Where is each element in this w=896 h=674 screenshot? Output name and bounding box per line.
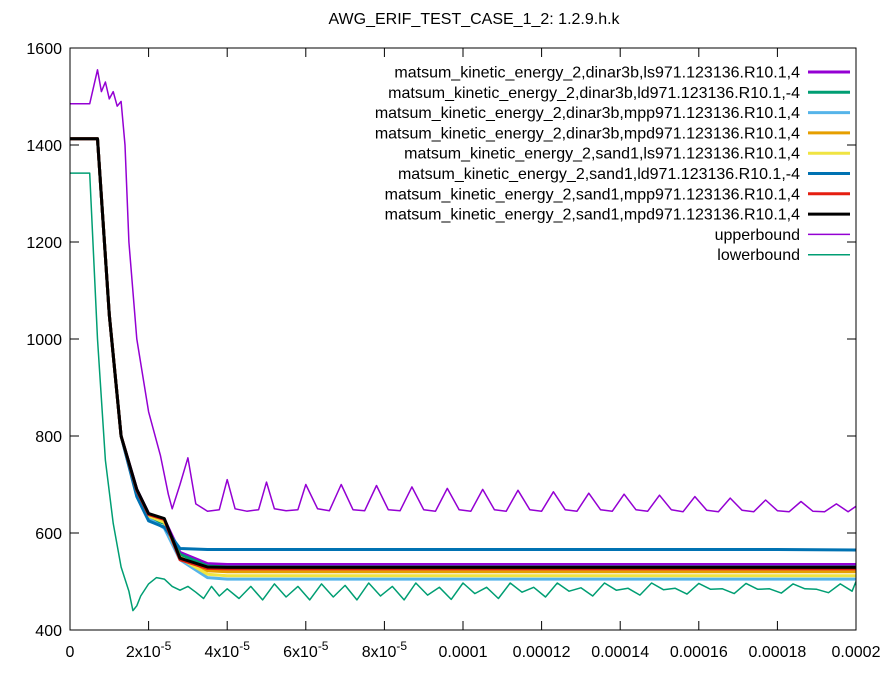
x-tick-label: 8x10-5 xyxy=(362,639,408,661)
x-tick-label: 4x10-5 xyxy=(205,639,251,661)
series-layer xyxy=(70,69,856,612)
x-tick-label: 0.0001 xyxy=(439,644,488,661)
legend-label: matsum_kinetic_energy_2,sand1,ls971.1231… xyxy=(404,146,800,163)
legend-entry: matsum_kinetic_energy_2,dinar3b,mpp971.1… xyxy=(375,105,850,122)
y-tick-label: 1400 xyxy=(26,138,62,155)
x-tick-label: 0.00014 xyxy=(591,644,649,661)
y-tick-label: 1600 xyxy=(26,41,62,58)
legend-entry: matsum_kinetic_energy_2,sand1,mpp971.123… xyxy=(385,186,850,203)
legend-label: matsum_kinetic_energy_2,sand1,ld971.1231… xyxy=(398,166,800,183)
y-tick-label: 400 xyxy=(35,623,62,640)
series-line-8 xyxy=(70,137,856,569)
legend-label: lowerbound xyxy=(717,247,800,264)
x-tick-label: 6x10-5 xyxy=(283,639,329,661)
x-tick-label: 0 xyxy=(66,644,75,661)
legend-label: matsum_kinetic_energy_2,dinar3b,ls971.12… xyxy=(394,65,800,82)
legend-label: matsum_kinetic_energy_2,dinar3b,ld971.12… xyxy=(388,85,800,102)
legend-label: matsum_kinetic_energy_2,dinar3b,mpp971.1… xyxy=(375,105,800,122)
x-tick-label: 0.00018 xyxy=(748,644,806,661)
legend-label: matsum_kinetic_energy_2,sand1,mpd971.123… xyxy=(385,207,800,224)
chart-title: AWG_ERIF_TEST_CASE_1_2: 1.2.9.h.k xyxy=(328,11,620,28)
y-tick-label: 1000 xyxy=(26,332,62,349)
legend-label: upperbound xyxy=(715,227,800,244)
legend-entry: matsum_kinetic_energy_2,dinar3b,ld971.12… xyxy=(388,85,850,102)
y-tick-label: 800 xyxy=(35,429,62,446)
series-line-9 xyxy=(70,69,856,513)
legend-entry: upperbound xyxy=(715,227,850,244)
legend-entry: lowerbound xyxy=(717,247,850,264)
x-tick-label: 0.00012 xyxy=(513,644,571,661)
y-tick-label: 1200 xyxy=(26,235,62,252)
legend-entry: matsum_kinetic_energy_2,sand1,mpd971.123… xyxy=(385,207,850,224)
x-tick-label: 0.0002 xyxy=(832,644,881,661)
legend-label: matsum_kinetic_energy_2,sand1,mpp971.123… xyxy=(385,186,800,203)
x-tick-label: 2x10-5 xyxy=(126,639,172,661)
y-tick-label: 600 xyxy=(35,526,62,543)
x-tick-label: 0.00016 xyxy=(670,644,728,661)
legend-entry: matsum_kinetic_energy_2,dinar3b,ls971.12… xyxy=(394,65,850,82)
legend: matsum_kinetic_energy_2,dinar3b,ls971.12… xyxy=(375,65,850,264)
legend-label: matsum_kinetic_energy_2,dinar3b,mpd971.1… xyxy=(375,125,800,142)
legend-entry: matsum_kinetic_energy_2,sand1,ls971.1231… xyxy=(404,146,850,163)
axis-layer: 400 600 800 1000 1200 1400 1600 0 2x10-5 4x10-5 6x… xyxy=(26,41,880,661)
series-line-3 xyxy=(70,137,856,581)
series-line-10 xyxy=(70,172,856,612)
legend-entry: matsum_kinetic_energy_2,dinar3b,mpd971.1… xyxy=(375,125,850,142)
legend-entry: matsum_kinetic_energy_2,sand1,ld971.1231… xyxy=(398,166,850,183)
